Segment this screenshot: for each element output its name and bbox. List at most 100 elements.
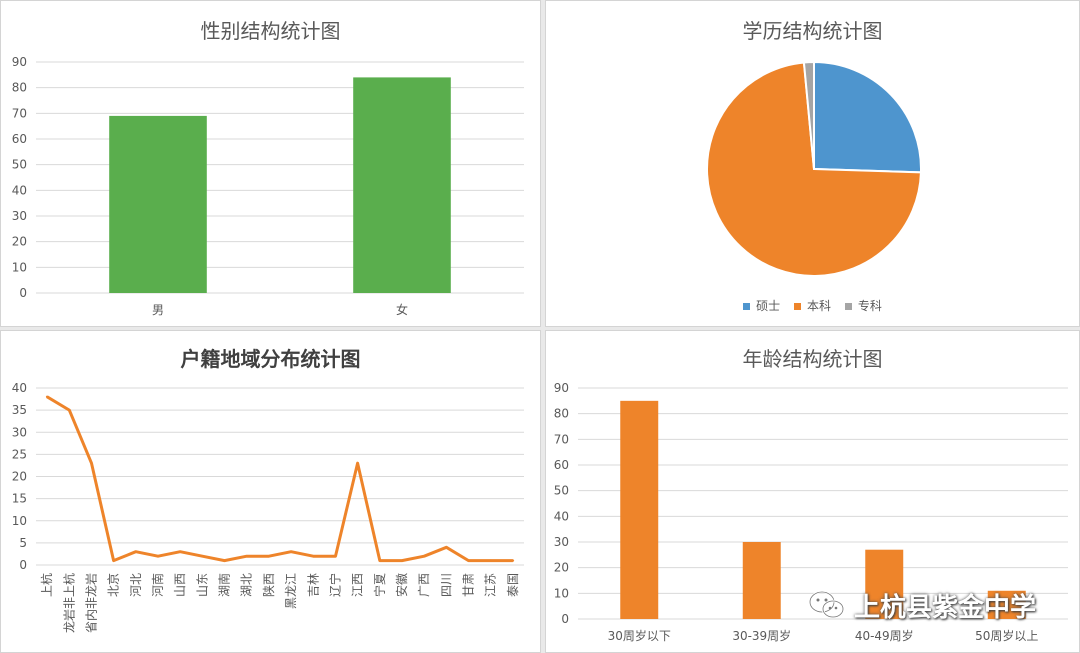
region-x-tick-label: 河南 xyxy=(150,573,165,597)
region-point xyxy=(223,559,226,562)
age-y-tick-label: 60 xyxy=(554,458,569,472)
region-point xyxy=(356,462,359,465)
wechat-watermark: 上杭县紫金中学 xyxy=(808,585,1058,625)
region-point xyxy=(511,559,515,562)
age-x-tick-label: 50周岁以上 xyxy=(975,628,1038,643)
region-y-tick-label: 10 xyxy=(12,514,27,528)
age-x-tick-label: 40-49周岁 xyxy=(855,628,914,643)
region-point xyxy=(45,395,49,399)
legend-label: 本科 xyxy=(806,299,831,313)
legend-label: 硕士 xyxy=(756,299,781,313)
age-x-tick-label: 30周岁以下 xyxy=(608,628,671,643)
region-x-tick-label: 上杭 xyxy=(39,573,54,597)
region-y-tick-label: 25 xyxy=(12,447,27,461)
region-point xyxy=(68,408,71,412)
region-series-line xyxy=(46,395,513,563)
region-y-tick-label: 35 xyxy=(12,403,27,417)
region-x-tick-label: 湖南 xyxy=(217,573,232,597)
age-x-tick-label: 30-39周岁 xyxy=(732,628,791,643)
region-x-tick-label: 江西 xyxy=(351,573,365,597)
region-chart-panel: 户籍地域分布统计图 0 5 10 15 20 25 30 35 40 上杭 龙岩非上杭 省内非龙岩 北京… xyxy=(0,330,541,653)
age-y-tick-label: 0 xyxy=(561,612,569,626)
age-bar xyxy=(987,590,1026,619)
legend-label: 专科 xyxy=(857,299,882,313)
legend-item-bachelor: 本科 xyxy=(793,297,831,314)
gender-x-tick-label: 女 xyxy=(396,302,408,317)
pie-slice-2 xyxy=(802,60,815,170)
pie-slice-0 xyxy=(813,60,922,174)
age-bar xyxy=(865,549,904,619)
gender-y-tick-label: 80 xyxy=(12,81,27,95)
wechat-icon xyxy=(808,590,846,620)
region-x-tick-label: 广西 xyxy=(417,573,431,597)
region-point xyxy=(289,550,293,553)
region-y-tick-label: 5 xyxy=(19,536,27,550)
legend-item-college: 专科 xyxy=(844,297,882,314)
region-point xyxy=(156,554,160,558)
region-point xyxy=(467,559,470,562)
region-x-tick-label: 北京 xyxy=(107,573,121,597)
region-x-tick-label: 陕西 xyxy=(261,573,276,597)
region-y-tick-label: 20 xyxy=(12,470,27,484)
region-point xyxy=(489,559,492,562)
age-chart-title: 年龄结构统计图 xyxy=(742,347,883,371)
age-chart-svg: 0 10 20 30 40 50 60 70 80 90 30周岁以下 30-39周岁 40-49周岁 5… xyxy=(554,381,1068,643)
region-point xyxy=(267,554,271,558)
region-point xyxy=(245,554,248,558)
education-chart-title: 学历结构统计图 xyxy=(742,19,883,43)
region-x-tick-label: 甘肃 xyxy=(462,573,476,597)
gender-y-tick-label: 60 xyxy=(12,132,27,146)
gender-chart-panel: 性别结构统计图 0 10 20 30 40 50 60 70 80 90 男 女 xyxy=(0,0,541,327)
region-x-tick-label: 湖北 xyxy=(239,573,254,597)
education-chart-panel: 学历结构统计图 硕士 本科 专科 xyxy=(545,0,1080,327)
age-y-tick-label: 40 xyxy=(554,509,569,523)
age-bar xyxy=(620,400,659,619)
region-x-tick-label: 省内非龙岩 xyxy=(83,573,98,633)
region-y-tick-label: 30 xyxy=(12,425,27,439)
gender-chart-title: 性别结构统计图 xyxy=(200,19,341,43)
region-point xyxy=(422,554,426,558)
region-x-tick-label: 安徽 xyxy=(394,573,409,597)
region-x-tick-label: 宁夏 xyxy=(372,573,387,597)
watermark-text: 上杭县紫金中学 xyxy=(854,592,1037,623)
region-point xyxy=(112,559,115,562)
age-bar xyxy=(742,542,781,619)
region-y-tick-label: 0 xyxy=(19,558,27,572)
region-point xyxy=(334,554,337,558)
region-x-tick-label: 吉林 xyxy=(306,573,320,597)
education-legend: 硕士 本科 专科 xyxy=(546,297,1079,314)
gender-y-tick-label: 30 xyxy=(12,209,27,223)
gender-y-tick-label: 90 xyxy=(12,55,27,69)
gender-bar xyxy=(353,77,451,294)
gender-x-tick-label: 男 xyxy=(152,303,164,317)
gender-y-tick-label: 40 xyxy=(12,183,27,197)
region-chart-title: 户籍地域分布统计图 xyxy=(180,347,361,371)
age-y-tick-label: 80 xyxy=(554,407,569,421)
legend-swatch xyxy=(743,303,751,310)
education-chart-svg xyxy=(706,60,922,277)
region-point xyxy=(312,554,315,558)
gender-y-tick-label: 0 xyxy=(19,286,27,300)
region-point xyxy=(90,462,93,465)
region-point xyxy=(178,550,182,553)
age-y-tick-label: 30 xyxy=(554,535,569,549)
region-x-tick-label: 龙岩非上杭 xyxy=(61,573,76,633)
age-chart-panel: 年龄结构统计图 0 10 20 30 40 50 60 70 80 90 30周岁以下 30-39周岁… xyxy=(545,330,1080,653)
age-y-tick-label: 90 xyxy=(554,381,569,395)
region-x-tick-label: 黑龙江 xyxy=(284,573,298,609)
region-point xyxy=(201,554,204,558)
gender-bar xyxy=(109,115,207,294)
region-x-tick-label: 辽宁 xyxy=(327,573,342,597)
region-x-tick-label: 四川 xyxy=(439,573,453,597)
region-point xyxy=(378,559,382,562)
gender-y-tick-label: 10 xyxy=(12,260,27,274)
age-y-tick-label: 70 xyxy=(554,432,569,446)
region-x-tick-label: 山西 xyxy=(173,573,187,597)
region-chart-svg: 0 5 10 15 20 25 30 35 40 上杭 龙岩非上杭 省内非龙岩 北京 河北 河南 山西 山东 湖南… xyxy=(12,381,524,633)
region-x-tick-label: 泰国 xyxy=(506,573,520,597)
pie-slice-1 xyxy=(706,61,922,277)
gender-y-tick-label: 50 xyxy=(12,158,27,172)
region-point xyxy=(134,550,138,553)
gender-y-tick-label: 20 xyxy=(12,235,27,249)
age-y-tick-label: 20 xyxy=(554,561,569,575)
